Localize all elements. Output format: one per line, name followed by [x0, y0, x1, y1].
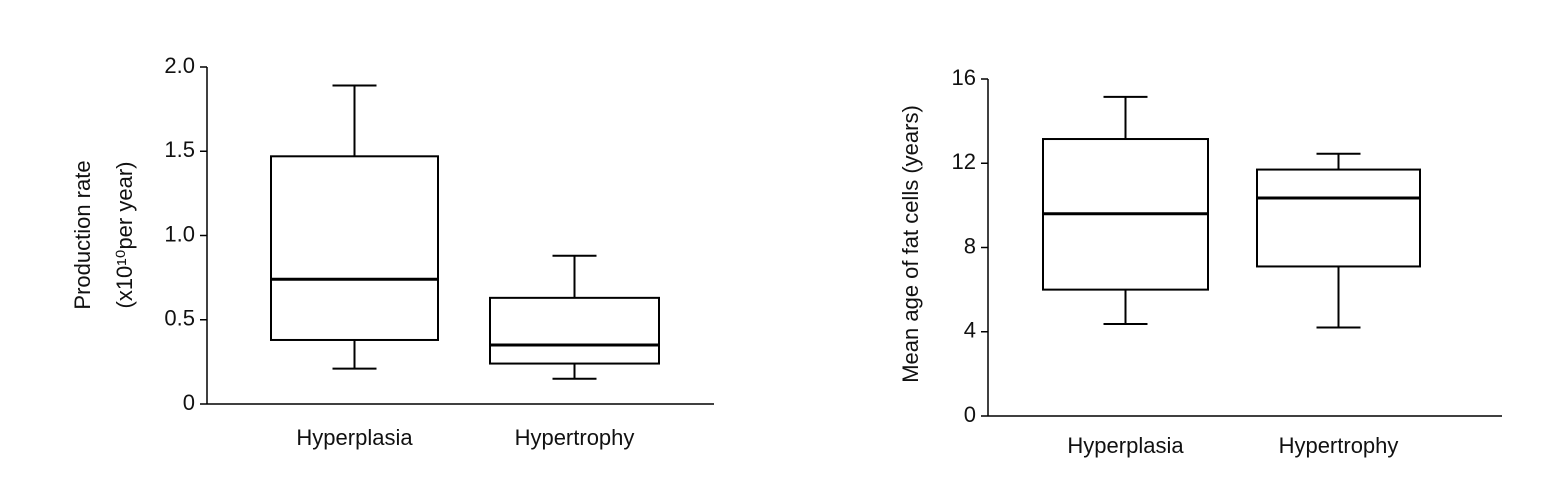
y-tick-label: 0	[183, 390, 195, 415]
chart: 0 4 8 12 16 Mean age of fat cells (years) Hype…	[898, 65, 1502, 458]
y-axis-label: Mean age of fat cells (years)	[898, 105, 923, 383]
y-axis-label: (x10¹⁰per year)	[112, 162, 137, 309]
x-tick-label: Hypertrophy	[1279, 433, 1399, 458]
y-tick-label: 1.5	[164, 137, 195, 162]
x-tick-label: Hyperplasia	[296, 425, 413, 450]
box	[1256, 168, 1421, 268]
y-tick-label: 0	[964, 402, 976, 427]
y-tick-label: 0.5	[164, 306, 195, 331]
y-tick-label: 8	[964, 233, 976, 258]
chart: 0 0.5 1.0 1.5 2.0 Production rate (x10¹⁰per ye…	[70, 53, 714, 450]
y-tick-label: 1.0	[164, 221, 195, 246]
y-tick-label: 12	[952, 149, 976, 174]
x-tick-label: Hyperplasia	[1067, 433, 1184, 458]
box	[270, 155, 439, 341]
box	[489, 296, 660, 365]
y-axis-label: Production rate	[70, 160, 95, 309]
y-tick-label: 4	[964, 318, 976, 343]
x-tick-label: Hypertrophy	[515, 425, 635, 450]
y-tick-label: 16	[952, 65, 976, 90]
y-tick-label: 2.0	[164, 53, 195, 78]
